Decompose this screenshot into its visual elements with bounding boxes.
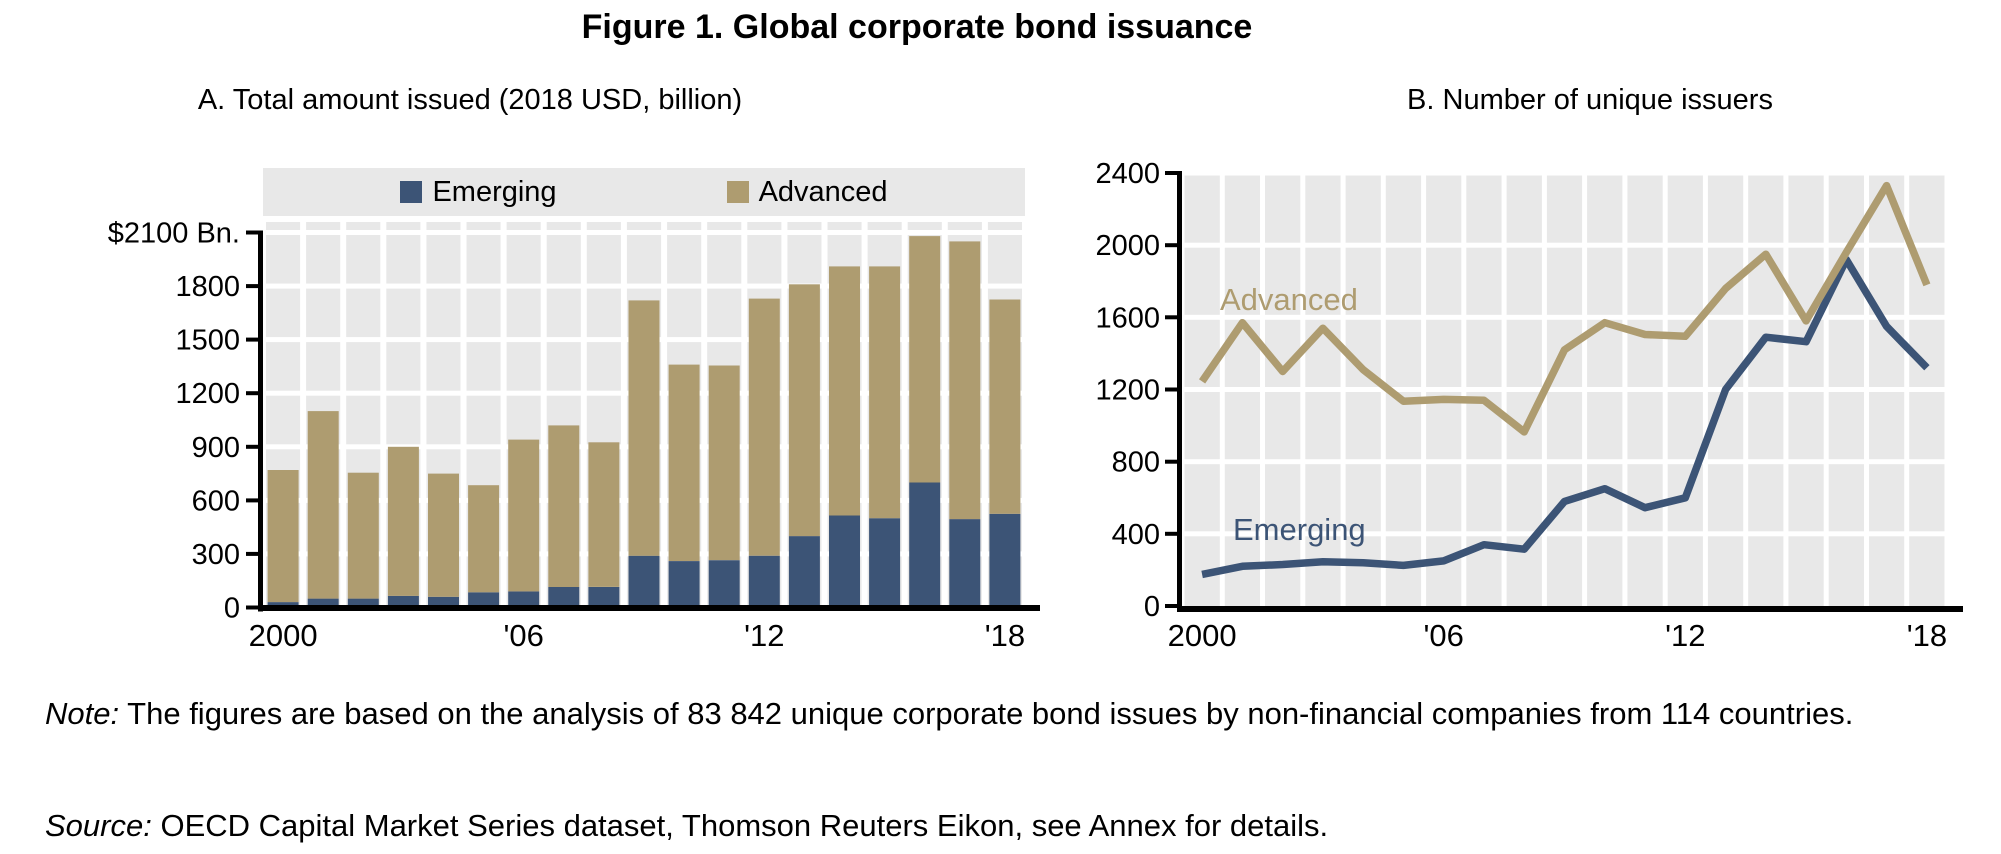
svg-text:0: 0 bbox=[224, 593, 240, 625]
svg-text:'18: '18 bbox=[985, 618, 1025, 653]
bar-2000-advanced bbox=[267, 470, 299, 603]
bar-2015-emerging bbox=[869, 518, 901, 608]
bar-2017-emerging bbox=[949, 519, 981, 608]
bar-2016-emerging bbox=[909, 482, 941, 608]
panel-b-y-axis-labels: 0 400 800 1200 1600 2000 2400 bbox=[1095, 158, 1160, 623]
svg-text:'06: '06 bbox=[503, 618, 543, 653]
svg-text:300: 300 bbox=[192, 539, 240, 571]
bar-2007-advanced bbox=[548, 425, 580, 587]
panel-a-axes bbox=[246, 230, 1040, 612]
bar-2004-emerging bbox=[428, 596, 459, 608]
note-body: The figures are based on the analysis of… bbox=[119, 696, 1854, 731]
source-label: Source: bbox=[45, 808, 152, 843]
source-text: Source: OECD Capital Market Series datas… bbox=[45, 802, 1970, 849]
bar-2002-advanced bbox=[347, 472, 379, 599]
svg-text:400: 400 bbox=[1112, 519, 1160, 551]
svg-text:$2100 Bn.: $2100 Bn. bbox=[108, 218, 240, 250]
bar-2015-advanced bbox=[869, 266, 901, 519]
bar-2004-advanced bbox=[428, 473, 459, 597]
bar-2016-advanced bbox=[909, 236, 941, 483]
bar-2000-emerging bbox=[267, 602, 299, 608]
panel-b-x-axis-labels: 2000 '06 '12 '18 bbox=[1168, 618, 1947, 653]
svg-text:2400: 2400 bbox=[1095, 158, 1160, 190]
legend-item-advanced: Advanced bbox=[726, 175, 888, 209]
bar-2011-emerging bbox=[708, 560, 740, 608]
bar-2009-advanced bbox=[628, 300, 660, 556]
panel-a-legend: Emerging Advanced bbox=[263, 168, 1025, 216]
advanced-swatch-icon bbox=[726, 181, 749, 203]
bar-2008-emerging bbox=[588, 587, 620, 608]
panel-b-title: B. Number of unique issuers bbox=[1407, 84, 1773, 116]
svg-text:1800: 1800 bbox=[175, 271, 240, 303]
bar-2010-advanced bbox=[668, 364, 700, 561]
bar-2003-advanced bbox=[387, 446, 419, 596]
legend-item-emerging: Emerging bbox=[400, 175, 557, 209]
svg-text:2000: 2000 bbox=[249, 618, 318, 653]
bar-2001-emerging bbox=[307, 598, 339, 608]
panel-b-lines bbox=[1199, 181, 1931, 579]
bar-2002-emerging bbox=[347, 598, 379, 608]
svg-text:600: 600 bbox=[192, 485, 240, 517]
svg-text:1200: 1200 bbox=[1095, 375, 1160, 407]
legend-label-emerging: Emerging bbox=[432, 175, 557, 208]
bar-2013-emerging bbox=[788, 536, 820, 608]
emerging-swatch-icon bbox=[400, 181, 423, 203]
bar-2011-advanced bbox=[708, 365, 740, 561]
svg-text:'12: '12 bbox=[744, 618, 784, 653]
note-label: Note: bbox=[45, 696, 120, 731]
line-advanced bbox=[1199, 181, 1931, 436]
bar-2012-advanced bbox=[748, 298, 780, 556]
series-label-advanced: Advanced bbox=[1220, 282, 1358, 317]
bar-2001-advanced bbox=[307, 411, 339, 599]
panel-a-y-axis-labels: 0 300 600 900 1200 1500 1800 $2100 Bn. bbox=[108, 218, 240, 625]
bar-2005-emerging bbox=[468, 592, 500, 608]
bar-2014-emerging bbox=[829, 515, 860, 608]
series-label-emerging: Emerging bbox=[1233, 512, 1366, 547]
bar-2018-advanced bbox=[989, 299, 1021, 514]
svg-text:900: 900 bbox=[192, 432, 240, 464]
panel-a-title: A. Total amount issued (2018 USD, billio… bbox=[197, 84, 743, 116]
legend-label-advanced: Advanced bbox=[758, 175, 888, 208]
bar-2008-advanced bbox=[588, 442, 620, 587]
svg-text:'18: '18 bbox=[1907, 618, 1947, 653]
bar-2007-emerging bbox=[548, 587, 580, 608]
bar-2013-advanced bbox=[788, 284, 820, 537]
bar-2003-emerging bbox=[387, 595, 419, 608]
bar-2006-advanced bbox=[508, 439, 540, 592]
svg-text:2000: 2000 bbox=[1168, 618, 1237, 653]
bar-2012-emerging bbox=[748, 555, 780, 608]
panel-a-bars bbox=[267, 236, 1021, 608]
panel-b-gridlines bbox=[1179, 170, 1950, 606]
bar-2018-emerging bbox=[989, 513, 1021, 608]
svg-text:2000: 2000 bbox=[1095, 230, 1160, 262]
panel-b-axes bbox=[1165, 171, 1963, 612]
svg-text:1200: 1200 bbox=[175, 378, 240, 410]
svg-text:1500: 1500 bbox=[175, 325, 240, 357]
bar-2014-advanced bbox=[829, 266, 860, 516]
figure-title: Figure 1. Global corporate bond issuance bbox=[581, 8, 1253, 46]
bar-2006-emerging bbox=[508, 591, 540, 608]
panel-b-series-labels: Advanced Emerging bbox=[1220, 282, 1366, 547]
source-body: OECD Capital Market Series dataset, Thom… bbox=[151, 808, 1329, 843]
panel-b-line-chart: Advanced Emerging 0 400 800 1200 1600 2000 2400 2… bbox=[1095, 158, 1963, 653]
svg-text:1600: 1600 bbox=[1095, 302, 1160, 334]
note-text: Note: The figures are based on the analy… bbox=[45, 690, 1970, 737]
bar-2005-advanced bbox=[468, 485, 500, 593]
bar-2009-emerging bbox=[628, 555, 660, 608]
line-emerging bbox=[1201, 255, 1930, 579]
svg-text:'12: '12 bbox=[1665, 618, 1705, 653]
bar-2017-advanced bbox=[949, 241, 981, 520]
svg-text:0: 0 bbox=[1144, 591, 1160, 623]
panel-a-bar-chart: 0 300 600 900 1200 1500 1800 $2100 Bn. 2000 '06 '1… bbox=[108, 218, 1040, 653]
svg-text:'06: '06 bbox=[1423, 618, 1463, 653]
panel-a-x-axis-labels: 2000 '06 '12 '18 bbox=[249, 618, 1025, 653]
svg-text:800: 800 bbox=[1112, 447, 1160, 479]
bar-2010-emerging bbox=[668, 561, 700, 608]
